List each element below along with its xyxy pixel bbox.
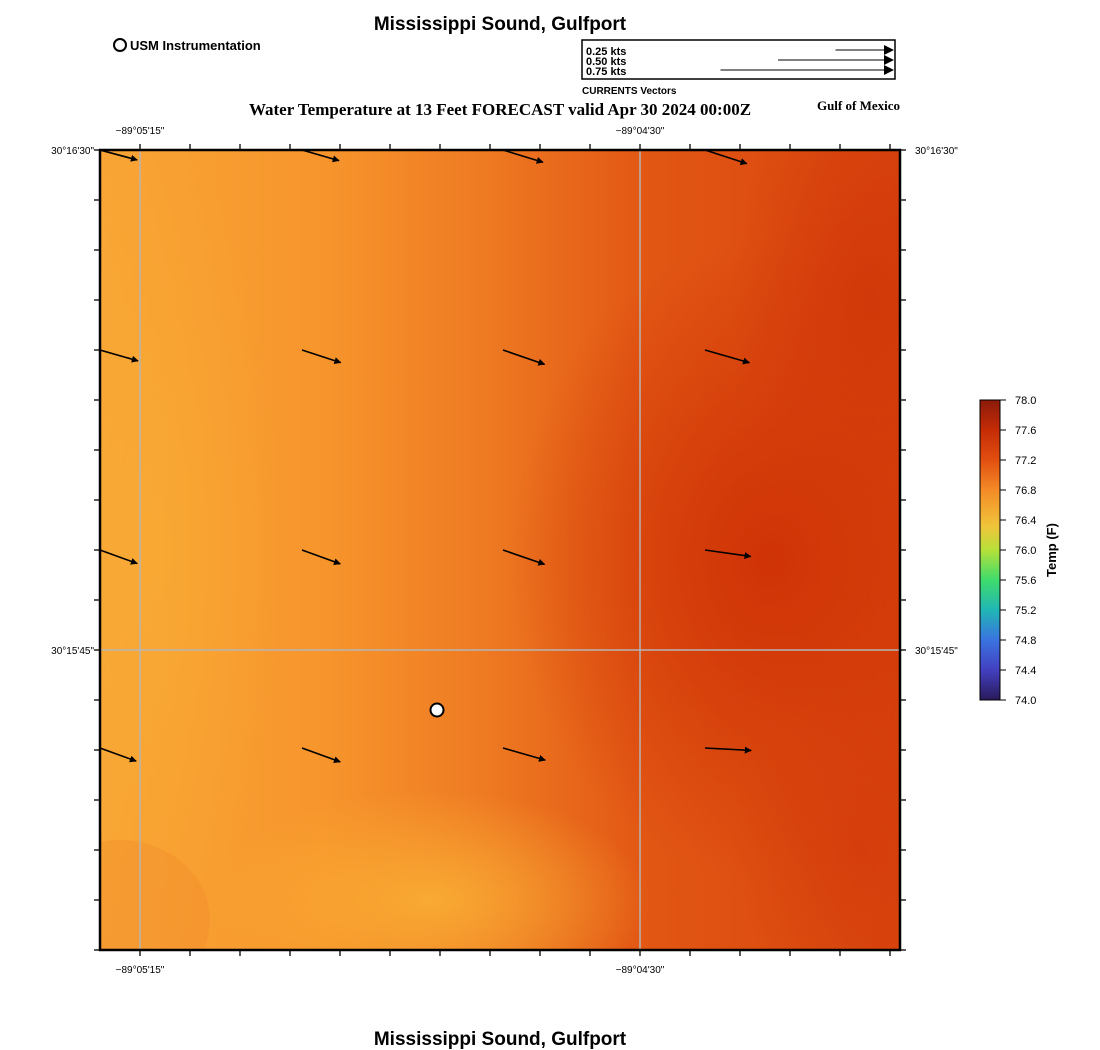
current-vector [502,150,544,164]
colorbar-tick-label: 76.0 [1015,545,1036,557]
lat-label-right-2: 30°15'45" [915,646,958,657]
graticule [100,150,900,950]
region-label: Gulf of Mexico [817,98,900,113]
lon-label-bottom-2: −89°04'30" [616,965,665,976]
current-vector [301,747,341,764]
temperature-field [100,150,900,950]
colorbar-tick-label: 75.2 [1015,605,1036,617]
forecast-subtitle: Water Temperature at 13 Feet FORECAST va… [249,100,751,119]
vector-legend-title: CURRENTS Vectors [582,86,677,97]
current-vector [704,349,751,365]
current-vector [100,349,139,363]
scale-label-3: 0.75 kts [586,66,626,78]
lat-label-right-1: 30°16'30" [915,146,958,157]
current-vectors [100,150,752,764]
temperature-colorbar: 78.0 77.6 77.2 76.8 76.4 76.0 75.6 75.2 74.8 74.4… [979,395,1059,707]
lon-label-top-2: −89°04'30" [616,126,665,137]
map-title: Mississippi Sound, Gulfport [374,14,627,35]
current-vector [100,549,138,565]
colorbar-scale [979,399,1001,701]
current-vector [704,746,752,754]
colorbar-label: Temp (F) [1044,523,1059,577]
current-vector [100,150,138,162]
current-vector [704,549,752,560]
station-legend-label: USM Instrumentation [130,38,261,53]
current-vector [502,349,546,366]
current-vector [100,747,137,763]
colorbar-tick-label: 74.8 [1015,635,1036,647]
scale-label-2: 0.50 kts [586,56,626,68]
current-vector [502,549,546,566]
scale-label-1: 0.25 kts [586,46,626,58]
station-legend: USM Instrumentation [113,38,261,53]
lat-label-left-1: 30°16'30" [51,146,94,157]
current-vector [301,549,341,566]
current-vector [301,349,342,364]
footer-title: Mississippi Sound, Gulfport [374,1029,627,1050]
station-marker-icon [113,38,127,52]
frame-ticks [94,144,906,956]
lon-label-bottom-1: −89°05'15" [116,965,165,976]
current-vector [704,150,748,165]
colorbar-tick-label: 75.6 [1015,575,1036,587]
current-vector [502,747,546,762]
usm-station-marker[interactable] [429,702,445,718]
colorbar-tick-label: 74.0 [1015,695,1036,707]
colorbar-tick-label: 74.4 [1015,665,1036,677]
colorbar-tick-label: 77.2 [1015,455,1036,467]
colorbar-tick-label: 77.6 [1015,425,1036,437]
lat-label-left-2: 30°15'45" [51,646,94,657]
colorbar-tick-label: 78.0 [1015,395,1036,407]
current-vector [301,150,340,163]
colorbar-tick-label: 76.4 [1015,515,1036,527]
lon-label-top-1: −89°05'15" [116,126,165,137]
colorbar-tick-label: 76.8 [1015,485,1036,497]
vector-scale-legend: 0.25 kts 0.50 kts 0.75 kts CURRENTS Vect… [581,39,896,97]
